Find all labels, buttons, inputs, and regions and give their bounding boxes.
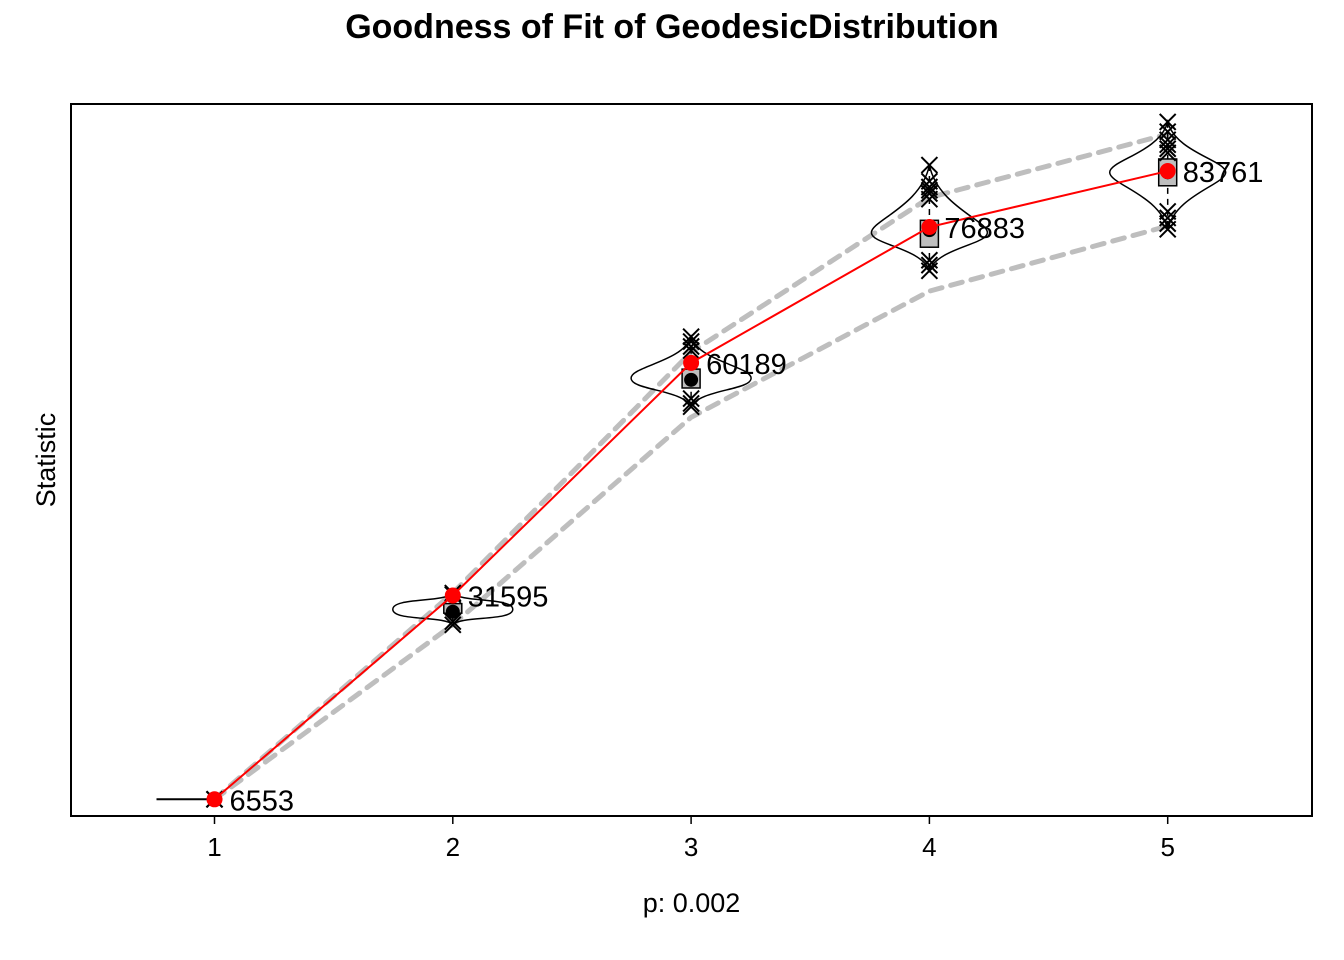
outlier-4-3 — [920, 178, 939, 196]
mean-point-3 — [684, 372, 699, 387]
outlier-5-7 — [1158, 202, 1177, 221]
outlier-5-3 — [1158, 131, 1177, 149]
outlier-5-4 — [1158, 135, 1177, 154]
outlier-3-5 — [682, 389, 700, 408]
x-tick-label-2: 2 — [446, 832, 460, 862]
outlier-5-5 — [1158, 140, 1177, 158]
outlier-3-6 — [682, 394, 700, 413]
envelope-lower-line — [212, 223, 1171, 802]
x-axis-title: p: 0.002 — [643, 888, 741, 918]
outlier-2-3 — [444, 616, 462, 634]
outlier-2-4 — [444, 612, 462, 631]
outlier-4-5 — [920, 184, 939, 203]
data-label-4: 76883 — [944, 213, 1025, 245]
observed-point-4 — [921, 219, 938, 236]
outlier-3-2 — [682, 332, 700, 351]
observed-layer: 6553 31595 60189 76883 83761 — [206, 157, 1264, 817]
outlier-4-2 — [920, 172, 939, 191]
observed-point-3 — [683, 354, 700, 371]
data-label-3: 60189 — [706, 349, 787, 381]
outlier-3-3 — [682, 337, 700, 356]
mean-point-2 — [445, 604, 460, 619]
x-tick-label-3: 3 — [684, 832, 698, 862]
outlier-5-9 — [1158, 214, 1177, 233]
outlier-4-1 — [920, 156, 939, 174]
data-label-2: 31595 — [468, 582, 549, 614]
observed-point-5 — [1159, 163, 1176, 180]
outlier-4-8 — [920, 256, 939, 274]
x-tick-label-5: 5 — [1160, 832, 1174, 862]
x-axis: 1 2 3 4 5 — [207, 816, 1175, 862]
plot-frame — [70, 103, 1313, 817]
x-tick-label-1: 1 — [207, 832, 221, 862]
data-label-5: 83761 — [1183, 157, 1264, 189]
violins-layer — [156, 113, 1227, 809]
observed-point-2 — [444, 587, 461, 604]
chart-title: Goodness of Fit of GeodesicDistribution — [345, 8, 999, 46]
outlier-5-6 — [1158, 144, 1177, 162]
outlier-4-4 — [920, 181, 939, 199]
outlier-4-9 — [920, 262, 939, 280]
data-label-1: 6553 — [230, 785, 295, 817]
y-axis-title: Statistic — [31, 413, 61, 508]
outlier-3-7 — [682, 397, 700, 416]
outlier-5-10 — [1158, 220, 1177, 239]
outlier-3-4 — [682, 341, 700, 360]
observed-point-1 — [206, 791, 223, 808]
outlier-4-6 — [920, 190, 939, 208]
outlier-5-2 — [1158, 122, 1177, 141]
x-tick-label-4: 4 — [922, 832, 936, 862]
